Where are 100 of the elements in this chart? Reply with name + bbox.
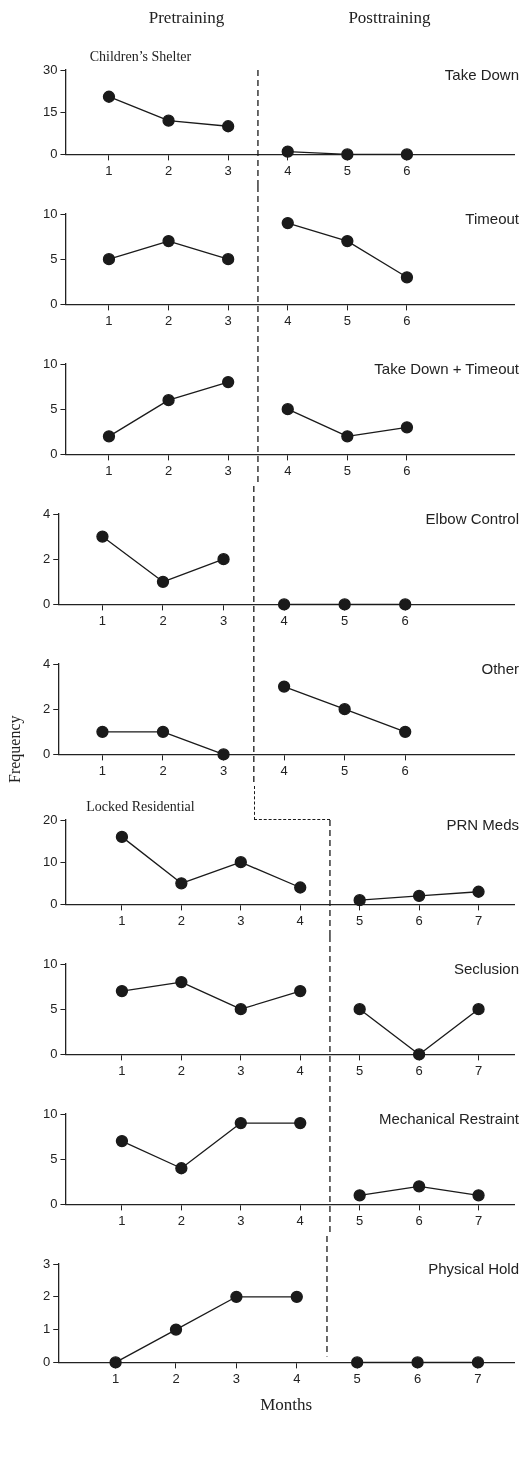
point <box>399 725 412 738</box>
chart-title: Mechanical Restraint <box>378 1110 520 1128</box>
x-tick-label: 3 <box>237 912 245 928</box>
point <box>400 148 414 161</box>
point <box>96 530 109 543</box>
point <box>341 430 354 443</box>
x-tick-label: 4 <box>284 312 292 328</box>
x-tick-label: 2 <box>177 912 185 928</box>
chart-subtitle: Locked Residential <box>86 798 195 814</box>
x-tick-label: 1 <box>105 462 113 478</box>
x-tick-label: 3 <box>224 462 232 478</box>
x-tick-label: 2 <box>159 762 167 778</box>
x-tick-label: 5 <box>341 762 349 778</box>
y-tick-label: 5 <box>50 1000 58 1016</box>
point <box>472 1189 485 1202</box>
point <box>234 1116 247 1130</box>
point <box>217 748 230 761</box>
y-tick-label: 15 <box>42 103 58 119</box>
point <box>290 1290 303 1303</box>
x-tick-label: 5 <box>353 1370 361 1386</box>
chart-title: Physical Hold <box>428 1260 519 1278</box>
x-tick-label: 5 <box>343 462 351 478</box>
point <box>234 1003 247 1016</box>
x-tick-label: 1 <box>105 162 113 178</box>
point <box>294 1116 307 1130</box>
x-tick-label: 6 <box>415 1212 423 1228</box>
y-tick-label: 5 <box>50 400 58 416</box>
x-tick-label: 5 <box>356 1062 364 1078</box>
point <box>277 598 291 611</box>
x-tick-label: 1 <box>118 1212 126 1228</box>
chart-title: PRN Meds <box>446 816 519 834</box>
y-tick-label: 2 <box>43 1288 51 1304</box>
point <box>175 877 188 890</box>
y-tick-label: 0 <box>50 1045 58 1061</box>
point <box>281 403 294 416</box>
point <box>102 253 116 266</box>
point <box>400 271 414 284</box>
chart-title: Timeout <box>465 210 520 228</box>
x-tick-label: 2 <box>164 462 173 478</box>
point <box>115 830 129 844</box>
point <box>294 881 307 894</box>
y-tick-label: 0 <box>50 145 58 161</box>
x-tick-label: 5 <box>343 312 351 328</box>
x-tick-label: 1 <box>98 762 107 778</box>
x-tick-label: 2 <box>164 312 173 328</box>
x-tick-label: 1 <box>118 1062 126 1078</box>
x-tick-label: 3 <box>224 162 232 178</box>
chart-title: Seclusion <box>453 960 519 978</box>
y-tick-label: 0 <box>50 295 58 311</box>
point <box>230 1290 243 1303</box>
chart-title: Elbow Control <box>425 510 519 528</box>
point <box>234 856 247 869</box>
y-tick-label: 4 <box>43 505 51 521</box>
point <box>338 703 351 716</box>
point <box>102 90 116 103</box>
y-tick-label: 0 <box>50 1195 58 1211</box>
x-tick-label: 2 <box>177 1062 185 1078</box>
x-tick-label: 7 <box>474 1062 483 1078</box>
x-tick-label: 1 <box>111 1370 120 1386</box>
x-tick-label: 4 <box>296 1212 304 1228</box>
x-tick-label: 2 <box>177 1212 185 1228</box>
text: Pretraining <box>147 8 226 28</box>
x-tick-label: 1 <box>98 612 107 628</box>
point <box>281 216 294 230</box>
x-tick-label: 4 <box>284 462 292 478</box>
text: Posttraining <box>347 8 432 28</box>
x-tick-label: 5 <box>343 162 351 178</box>
point <box>353 1003 366 1016</box>
point <box>353 1189 366 1202</box>
x-tick-label: 1 <box>105 312 113 328</box>
point <box>412 1048 426 1061</box>
chart-title: Take Down <box>444 66 519 84</box>
x-tick-label: 3 <box>219 762 228 778</box>
point <box>175 975 188 989</box>
x-tick-label: 4 <box>284 162 292 178</box>
x-tick-label: 5 <box>341 612 349 628</box>
y-tick-label: 2 <box>43 550 51 566</box>
point <box>412 889 426 903</box>
y-tick-label: 0 <box>43 595 51 611</box>
y-tick-label: 0 <box>43 745 51 761</box>
chart-title: Other <box>481 660 519 678</box>
x-tick-label: 4 <box>280 762 288 778</box>
x-tick-label: 1 <box>118 912 126 928</box>
point <box>162 234 175 248</box>
x-tick-label: 4 <box>293 1370 301 1386</box>
point <box>472 885 485 898</box>
x-tick-label: 3 <box>232 1370 241 1386</box>
y-tick-label: 5 <box>50 250 58 266</box>
x-tick-label: 4 <box>296 1062 304 1078</box>
point <box>162 394 175 407</box>
point <box>341 234 354 248</box>
x-tick-label: 6 <box>401 612 409 628</box>
point <box>294 984 307 998</box>
point <box>338 598 351 611</box>
point <box>115 984 129 998</box>
x-tick-label: 6 <box>403 162 411 178</box>
point <box>162 114 175 127</box>
point <box>222 120 235 133</box>
point <box>156 725 170 738</box>
point <box>175 1162 188 1175</box>
